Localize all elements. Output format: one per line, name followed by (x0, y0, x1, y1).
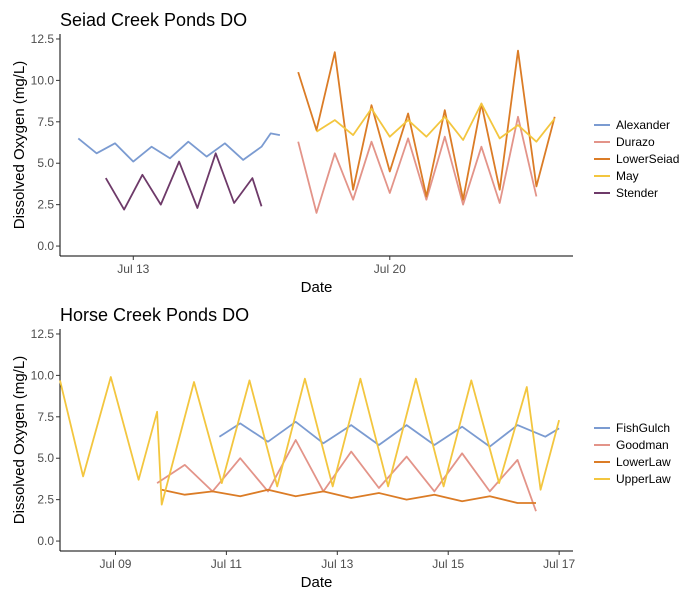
y-axis-title: Dissolved Oxygen (mg/L) (11, 61, 28, 229)
x-tick-label: Jul 17 (543, 557, 575, 571)
chart-panel-2: Horse Creek Ponds DO 0.0 2.5 5.0 7.5 10.0 12.5… (11, 305, 671, 591)
legend-label: May (616, 169, 639, 183)
chart-title: Horse Creek Ponds DO (60, 305, 249, 325)
series-line-may (316, 102, 556, 143)
x-axis-title: Date (301, 279, 333, 296)
series-line-lowerseiad (297, 49, 556, 201)
y-tick-label: 7.5 (37, 115, 54, 129)
x-tick-label: Jul 15 (432, 557, 464, 571)
y-tick-label: 0.0 (37, 239, 54, 253)
series-line-alexander (77, 132, 281, 163)
series-line-durazo (297, 115, 538, 214)
x-tick-label: Jul 13 (117, 262, 149, 276)
legend-label: Alexander (616, 118, 670, 132)
y-axis-title: Dissolved Oxygen (mg/L) (11, 356, 28, 524)
x-tick-label: Jul 13 (321, 557, 353, 571)
y-tick-label: 2.5 (37, 198, 54, 212)
y-tick-label: 5.0 (37, 156, 54, 170)
legend-label: Goodman (616, 438, 669, 452)
series-line-lowerlaw (161, 488, 536, 504)
chart-title: Seiad Creek Ponds DO (60, 10, 247, 30)
y-tick-label: 2.5 (37, 493, 54, 507)
legend-label: LowerSeiad (616, 152, 679, 166)
legend-label: FishGulch (616, 421, 670, 435)
series-line-stender (105, 152, 263, 211)
x-axis-title: Date (301, 574, 333, 591)
y-tick-label: 5.0 (37, 451, 54, 465)
legend-label: Durazo (616, 135, 655, 149)
y-tick-label: 12.5 (31, 32, 55, 46)
x-tick-label: Jul 20 (374, 262, 406, 276)
series-line-fishgulch (218, 420, 560, 448)
y-tick-label: 10.0 (31, 368, 55, 382)
x-tick-label: Jul 11 (211, 557, 242, 571)
y-tick-label: 10.0 (31, 73, 55, 87)
x-tick-label: Jul 09 (99, 557, 131, 571)
series-line-upperlaw (59, 376, 560, 506)
y-tick-label: 12.5 (31, 327, 55, 341)
y-tick-label: 0.0 (37, 534, 54, 548)
legend-label: UpperLaw (616, 472, 671, 486)
y-tick-label: 7.5 (37, 410, 54, 424)
legend-label: Stender (616, 186, 658, 200)
legend-label: LowerLaw (616, 455, 671, 469)
series-line-goodman (156, 439, 537, 512)
chart-panel-1: Seiad Creek Ponds DO 0.0 2.5 5.0 7.5 10.0 12.5… (11, 10, 679, 296)
